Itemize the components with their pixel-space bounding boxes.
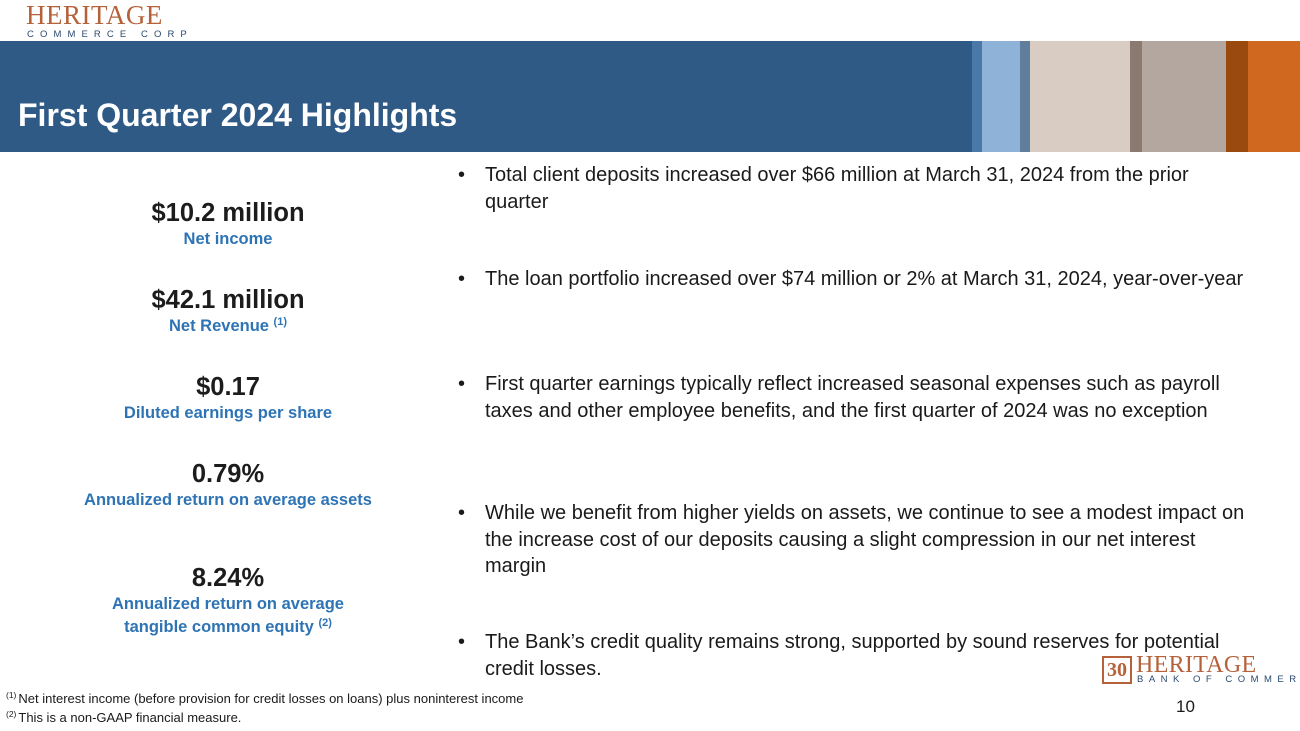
metric-value: $0.17 [196, 373, 260, 401]
metric-label: Annualized return on average assets [84, 491, 372, 509]
list-item: • While we benefit from higher yields on… [458, 502, 1245, 577]
banner-stripe [1248, 41, 1300, 152]
banner-stripe [1020, 41, 1030, 152]
metric-label: Net Revenue (1) [169, 316, 287, 336]
company-logo: HERITAGE COMMERCE CORP [26, 0, 196, 41]
metric-roaa: 0.79% Annualized return on average asset… [80, 459, 376, 563]
logo-wordmark: HERITAGE [26, 0, 163, 30]
banner-stripe [1030, 41, 1130, 152]
page-number: 10 [1176, 697, 1195, 716]
metric-label: Diluted earnings per share [123, 404, 333, 422]
metric-net-revenue: $42.1 million Net Revenue (1) [80, 285, 376, 372]
banner-stripe [982, 41, 1020, 152]
metric-diluted-eps: $0.17 Diluted earnings per share [80, 372, 376, 459]
bullet-marker: • [458, 631, 466, 653]
bullet-marker: • [458, 268, 466, 290]
footnote: (1) Net interest income (before provision… [6, 690, 524, 706]
list-item: • First quarter earnings typically refle… [458, 373, 1220, 422]
metric-value: 0.79% [191, 460, 265, 488]
title-banner [0, 41, 1300, 152]
footnote-ref: (1) [273, 316, 287, 328]
page-title: First Quarter 2024 Highlights [18, 97, 458, 133]
metric-value: 8.24% [191, 564, 265, 592]
list-item: • The loan portfolio increased over $74 … [458, 266, 1253, 293]
list-item: • The Bank’s credit quality remains stro… [458, 631, 1220, 680]
banner-stripe [1142, 41, 1226, 152]
metric-label: Annualized return on average tangible co… [112, 595, 344, 636]
metric-rotce: 8.24% Annualized return on average tangi… [80, 563, 376, 639]
bank-logo: 30 HERITAGE BANK OF COMMERCE [1102, 652, 1300, 687]
bank-logo-subtitle: BANK OF COMMERCE [1137, 674, 1300, 685]
bullet-marker: • [458, 502, 466, 524]
banner-stripe [1226, 41, 1248, 152]
metric-value: $42.1 million [151, 286, 305, 314]
metric-value: $10.2 million [151, 199, 305, 227]
banner-stripe [972, 41, 982, 152]
banner-stripe [1130, 41, 1142, 152]
key-metrics: $10.2 million Net income $42.1 million N… [80, 198, 376, 639]
logo-subtitle: COMMERCE CORP [27, 29, 193, 40]
footnotes: (1) Net interest income (before provision… [6, 689, 523, 727]
bank-logo-wordmark: HERITAGE [1136, 652, 1257, 678]
anniversary-badge: 30 [1102, 656, 1132, 684]
bullet-marker: • [458, 373, 466, 395]
list-item: • Total client deposits increased over $… [458, 164, 1189, 213]
footnote-ref: (2) [318, 617, 332, 629]
metric-net-income: $10.2 million Net income [80, 198, 376, 285]
bullet-marker: • [458, 164, 466, 186]
footnote: (2) This is a non-GAAP financial measure. [6, 709, 242, 725]
metric-label: Net income [183, 230, 273, 248]
